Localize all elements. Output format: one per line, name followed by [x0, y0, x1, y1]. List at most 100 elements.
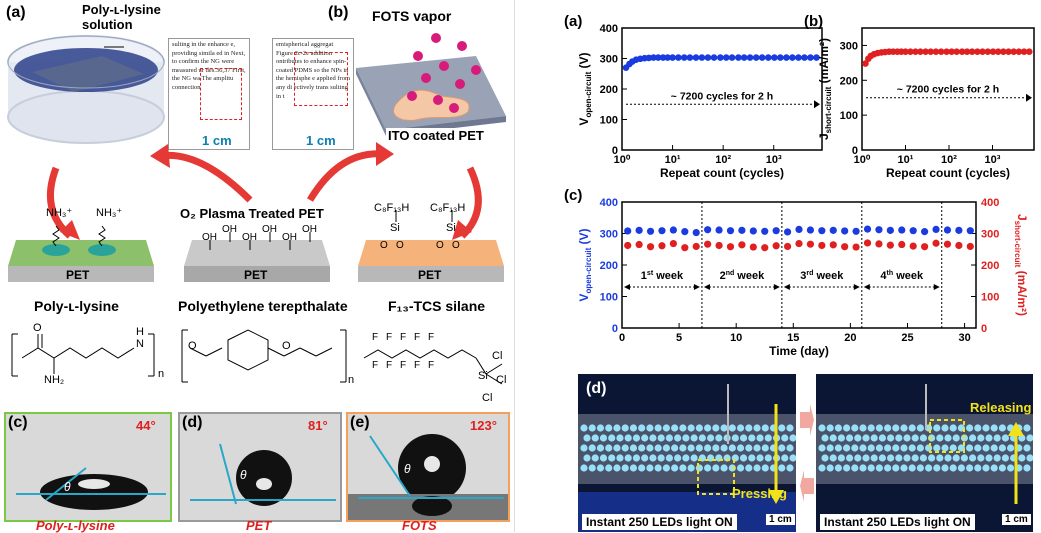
chart-2-series-0-point: [749, 227, 757, 235]
chart-1-xtick-label: 10²: [941, 154, 957, 166]
led-light: [952, 434, 960, 442]
droplet-pet: [190, 443, 336, 506]
chart-0-series-0-point: [654, 54, 662, 61]
led-light: [687, 464, 695, 472]
led-light: [903, 434, 911, 442]
chart-2-series-0-point: [692, 228, 700, 237]
chart-2-ytick-label: 300: [600, 229, 618, 241]
chart-2-xtick-label: 5: [676, 332, 682, 344]
led-light: [960, 454, 968, 462]
chart-1-series-0-point: [994, 48, 1002, 56]
chart-1-annotation-arrow: [1026, 93, 1032, 102]
chart-2-series-1-point: [863, 239, 872, 247]
led-light: [854, 434, 862, 442]
pet-o-2: O: [282, 340, 291, 352]
chart-2-series-0-point: [966, 227, 974, 235]
chart-2-series-0-point: [932, 225, 940, 234]
chart-2-series-0-point: [795, 225, 803, 234]
chart-0-series-0-point: [789, 54, 796, 61]
led-light: [818, 464, 826, 472]
chart-1-xtick-label: 10¹: [898, 154, 914, 166]
led-light: [649, 454, 657, 462]
led-light: [867, 424, 875, 432]
chart-2-series-1-point: [898, 240, 906, 249]
chem-name-pet: Polyethylene terepthalate: [178, 298, 348, 314]
led-light: [690, 454, 698, 462]
led-light: [908, 464, 916, 472]
led-light: [679, 444, 687, 452]
fots-vapor-label: FOTS vapor: [372, 8, 452, 24]
led-light: [629, 444, 638, 452]
led-light: [588, 444, 596, 452]
led-light: [621, 444, 629, 452]
led-light: [781, 454, 789, 462]
o-label-3: O: [436, 240, 444, 251]
chart-0-series-0-point: [735, 54, 742, 61]
led-photo-releasing: [816, 374, 1033, 532]
led-light: [674, 434, 682, 442]
led-light: [720, 464, 728, 472]
led-light: [641, 434, 649, 442]
led-light: [728, 424, 736, 432]
led-light: [605, 424, 613, 432]
led-light: [821, 434, 829, 442]
led-light: [993, 434, 1001, 442]
led-light: [745, 424, 753, 432]
led-light: [671, 444, 679, 452]
nh3-group-2: NH₃⁺: [96, 207, 123, 219]
led-light: [982, 464, 990, 472]
chart-1-series-0-point: [937, 48, 945, 56]
led-light: [778, 464, 786, 472]
led-light: [966, 464, 974, 472]
chart-2-y2tick-label: 200: [981, 260, 999, 272]
chart-2-series-1-point: [806, 240, 815, 248]
chart-0-series-0-point: [795, 54, 802, 61]
chart-0-frame: [621, 27, 823, 151]
led-light: [671, 464, 679, 472]
doc-highlight-right: [294, 52, 348, 106]
led-light: [605, 444, 613, 452]
chart-2-xtick-label: 25: [901, 332, 913, 344]
led-light: [624, 434, 632, 442]
chart-2-y2tick-label: 0: [981, 323, 987, 335]
led-light: [715, 434, 723, 442]
pet-label-2: PET: [244, 268, 268, 282]
chart-0-series-0-point: [717, 54, 724, 61]
chart-0-ytick-label: 400: [600, 23, 618, 35]
oh-group-2: OH: [222, 224, 237, 235]
led-light: [969, 434, 977, 442]
nh3-group-1: NH₃⁺: [46, 207, 73, 219]
caption-lysine: Poly-ʟ-lysine: [36, 518, 115, 533]
o-label-1: O: [380, 240, 388, 251]
led-light: [638, 444, 646, 452]
led-light: [982, 444, 990, 452]
led-light: [731, 434, 739, 442]
chart-0-xlabel: Repeat count (cycles): [660, 166, 784, 180]
oh-group-1: OH: [202, 232, 217, 243]
led-light: [900, 464, 908, 472]
led-light: [736, 444, 745, 452]
chart-2-week-label: 4th week: [880, 270, 924, 282]
releasing-label: Releasing: [970, 400, 1032, 415]
silane-f-4: F: [414, 332, 421, 343]
led-light: [875, 464, 883, 472]
chart-1-series-0-point: [979, 48, 986, 56]
led-light: [596, 444, 605, 452]
led-light: [859, 444, 867, 452]
led-light: [933, 424, 941, 432]
led-light: [990, 444, 998, 452]
chart-2-xtick-label: 20: [844, 332, 856, 344]
led-light: [731, 454, 739, 462]
led-light: [657, 434, 665, 442]
led-light: [837, 434, 845, 442]
chart-2-week-arrow-left: [783, 284, 790, 291]
led-light: [990, 424, 998, 432]
chart-2-series-0-point: [909, 227, 917, 235]
led-light: [629, 424, 638, 432]
led-light: [933, 444, 941, 452]
chart-2-series-1-point: [726, 243, 735, 251]
led-light: [739, 454, 748, 462]
led-light: [821, 454, 829, 462]
chart-2-series-1-point: [829, 241, 837, 249]
poly-lysine-solution-label: Poly-ʟ-lysine solution: [82, 2, 161, 32]
